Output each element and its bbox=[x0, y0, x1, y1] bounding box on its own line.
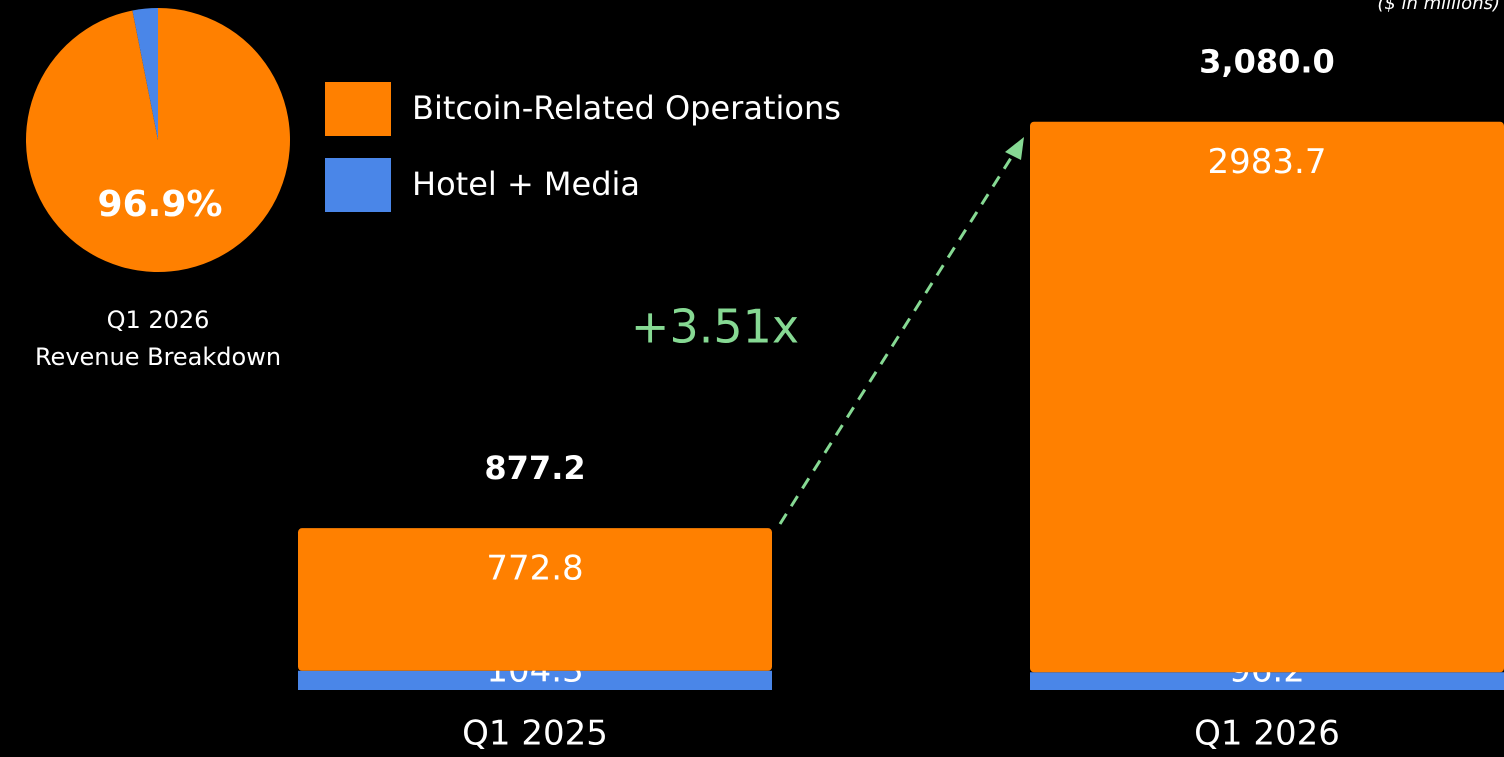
x-tick-label: Q1 2025 bbox=[462, 714, 608, 754]
x-tick-label: Q1 2026 bbox=[1194, 714, 1340, 754]
legend-swatch bbox=[325, 82, 391, 136]
pie-label: 96.9% bbox=[98, 184, 223, 225]
segment-label: 2983.7 bbox=[1208, 142, 1327, 182]
arrow-head bbox=[1005, 137, 1024, 160]
bar-segment bbox=[1030, 672, 1504, 690]
bar-segment bbox=[298, 528, 772, 671]
total-label: 3,080.0 bbox=[1199, 43, 1335, 81]
bar-segment bbox=[1030, 121, 1504, 673]
pie-slice bbox=[26, 8, 291, 272]
growth-arrow bbox=[778, 137, 1024, 525]
total-label: 877.2 bbox=[484, 449, 585, 487]
bar-segment bbox=[298, 670, 772, 690]
legend-label: Hotel + Media bbox=[412, 165, 640, 203]
pie-title: Q1 2026 bbox=[107, 306, 210, 334]
legend-swatch bbox=[325, 158, 391, 212]
pie-subtitle: Revenue Breakdown bbox=[35, 343, 281, 371]
arrow-line bbox=[778, 149, 1018, 525]
segment-label: 772.8 bbox=[486, 549, 583, 589]
legend-label: Bitcoin-Related Operations bbox=[412, 89, 841, 127]
growth-annotation: +3.51x bbox=[631, 300, 799, 354]
pie-slice bbox=[132, 8, 158, 140]
unit-note: ($ in millions) bbox=[1377, 0, 1500, 14]
